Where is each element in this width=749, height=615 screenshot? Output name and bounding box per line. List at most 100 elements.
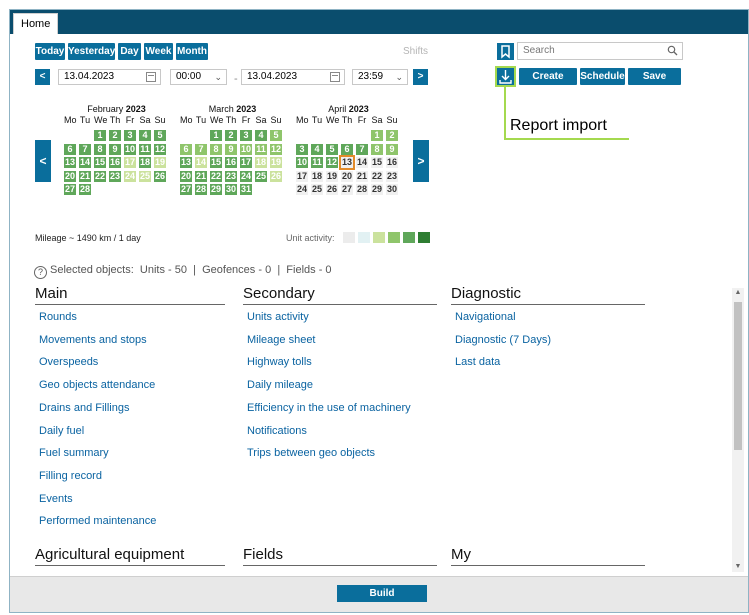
report-link[interactable]: Performed maintenance [39,515,157,528]
report-link[interactable]: Geo objects attendance [39,379,156,392]
calendar-day[interactable]: 3 [124,130,136,141]
to-time-select[interactable]: 23:59 ⌄ [352,69,408,85]
calendar-day[interactable]: 4 [139,130,151,141]
calendar-day[interactable]: 26 [270,170,282,182]
calendar-day[interactable]: 5 [270,130,282,141]
prev-period-button[interactable]: < [35,69,50,85]
calendar-day[interactable]: 25 [139,170,151,182]
calendar-day[interactable]: 25 [311,184,323,196]
calendar-day[interactable]: 15 [94,157,106,169]
scroll-up-icon[interactable]: ▲ [734,289,742,296]
calendar-day[interactable]: 7 [356,143,368,155]
calendar-day[interactable]: 8 [371,143,383,155]
calendar-day[interactable]: 8 [210,143,222,155]
bookmark-icon[interactable] [497,43,514,60]
today-button[interactable]: Today [35,43,65,60]
report-link[interactable]: Units activity [247,311,309,323]
calendar-day[interactable]: 23 [225,170,237,182]
search-icon[interactable] [667,45,678,56]
calendar-day[interactable]: 16 [109,157,121,169]
calendar-icon[interactable] [330,72,340,82]
calendar-day[interactable]: 24 [240,170,252,182]
calendar-day[interactable]: 21 [195,170,207,182]
shifts-toggle[interactable]: Shifts [403,46,429,57]
calendar-prev-button[interactable]: < [35,140,51,182]
calendar-day[interactable]: 8 [94,143,106,155]
calendar-day[interactable]: 1 [210,130,222,141]
month-button[interactable]: Month [176,43,208,60]
calendar-day[interactable]: 3 [296,143,308,155]
from-date-input[interactable]: 13.04.2023 [58,69,161,85]
report-link[interactable]: Drains and Fillings [39,401,130,414]
calendar-day[interactable]: 15 [371,157,383,169]
calendar-day[interactable]: 1 [94,130,106,141]
calendar-day[interactable]: 21 [356,170,368,182]
report-link[interactable]: Daily fuel [39,424,85,437]
calendar-day[interactable]: 19 [154,157,166,169]
calendar-day[interactable]: 14 [356,157,368,169]
calendar-day[interactable]: 24 [124,170,136,182]
calendar-day[interactable]: 11 [255,143,267,155]
calendar-day[interactable]: 16 [225,157,237,169]
scroll-thumb[interactable] [734,302,742,450]
report-link[interactable]: Events [39,492,73,505]
report-link[interactable]: Highway tolls [247,356,312,369]
calendar-day[interactable]: 20 [64,170,76,182]
calendar-day[interactable]: 25 [255,170,267,182]
calendar-day[interactable]: 4 [311,143,323,155]
calendar-day[interactable]: 22 [371,170,383,182]
from-time-select[interactable]: 00:00 ⌄ [170,69,227,85]
calendar-day[interactable]: 26 [326,184,338,196]
week-button[interactable]: Week [144,43,173,60]
report-link[interactable]: Daily mileage [247,379,314,392]
calendar-day[interactable]: 12 [154,143,166,155]
calendar-day[interactable]: 13 [339,155,355,171]
calendar-day[interactable]: 12 [270,143,282,155]
report-import-button[interactable] [495,66,516,87]
calendar-day[interactable]: 11 [311,157,323,169]
calendar-day[interactable]: 30 [386,184,398,196]
calendar-day[interactable]: 5 [154,130,166,141]
calendar-day[interactable]: 17 [124,157,136,169]
calendar-day[interactable]: 2 [109,130,121,141]
calendar-day[interactable]: 18 [255,157,267,169]
calendar-day[interactable]: 6 [341,143,353,155]
report-link[interactable]: Diagnostic (7 Days) [455,333,551,346]
calendar-day[interactable]: 9 [225,143,237,155]
calendar-day[interactable]: 6 [180,143,192,155]
next-period-button[interactable]: > [413,69,428,85]
calendar-day[interactable]: 14 [195,157,207,169]
calendar-day[interactable]: 28 [356,184,368,196]
calendar-day[interactable]: 11 [139,143,151,155]
help-icon[interactable]: ? [34,266,47,279]
calendar-next-button[interactable]: > [413,140,429,182]
calendar-day[interactable]: 18 [139,157,151,169]
calendar-day[interactable]: 4 [255,130,267,141]
calendar-icon[interactable] [146,72,156,82]
report-link[interactable]: Fuel summary [39,447,109,460]
calendar-day[interactable]: 26 [154,170,166,182]
calendar-day[interactable]: 10 [296,157,308,169]
calendar-day[interactable]: 28 [79,184,91,196]
calendar-day[interactable]: 17 [296,170,308,182]
calendar-day[interactable]: 16 [386,157,398,169]
calendar-day[interactable]: 23 [109,170,121,182]
yesterday-button[interactable]: Yesterday [68,43,115,60]
calendar-day[interactable]: 10 [124,143,136,155]
calendar-day[interactable]: 13 [180,157,192,169]
calendar-day[interactable]: 7 [79,143,91,155]
calendar-day[interactable]: 20 [341,170,353,182]
calendar-day[interactable]: 18 [311,170,323,182]
calendar-day[interactable]: 27 [64,184,76,196]
report-link[interactable]: Movements and stops [39,333,147,346]
to-date-input[interactable]: 13.04.2023 [241,69,345,85]
calendar-day[interactable]: 6 [64,143,76,155]
calendar-day[interactable]: 9 [386,143,398,155]
calendar-day[interactable]: 22 [94,170,106,182]
scroll-down-icon[interactable]: ▼ [734,563,742,570]
report-link[interactable]: Notifications [247,424,307,437]
scrollbar[interactable]: ▲ ▼ [732,288,744,572]
calendar-day[interactable]: 1 [371,130,383,141]
calendar-day[interactable]: 9 [109,143,121,155]
calendar-day[interactable]: 27 [341,184,353,196]
